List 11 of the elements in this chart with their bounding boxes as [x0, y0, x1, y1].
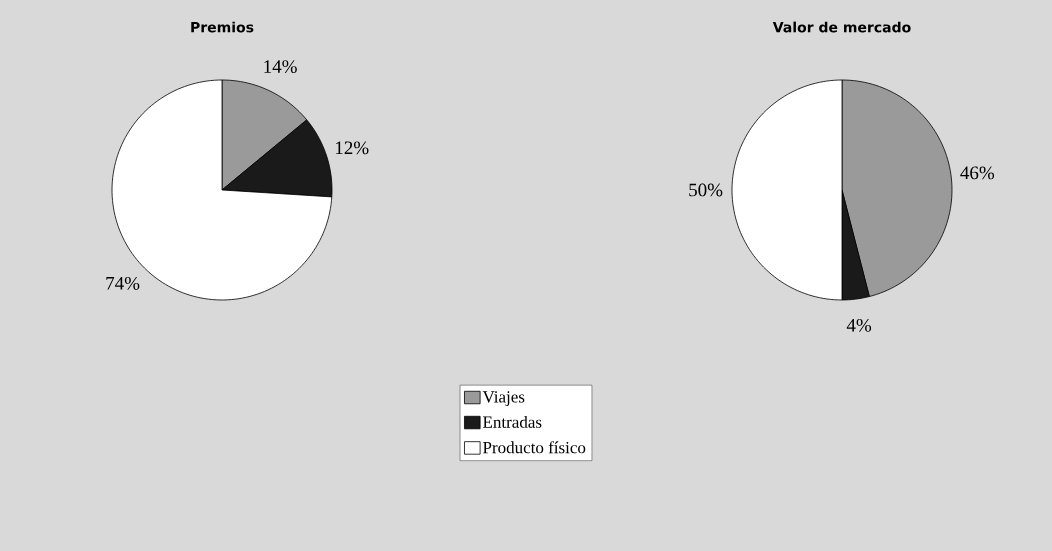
data-label: 46% [960, 166, 995, 180]
legend-label: Producto físico [483, 441, 586, 454]
data-label: 4% [846, 318, 872, 332]
data-label: 12% [335, 141, 369, 155]
legend-label: Viajes [482, 391, 525, 407]
legend-label: Entradas [483, 415, 542, 428]
data-label: 74% [106, 276, 140, 290]
data-label: 14% [264, 60, 297, 74]
chart-title: Valor de mercado [772, 21, 911, 33]
data-label: 50% [689, 183, 723, 197]
chart-title: Premios [191, 21, 254, 33]
